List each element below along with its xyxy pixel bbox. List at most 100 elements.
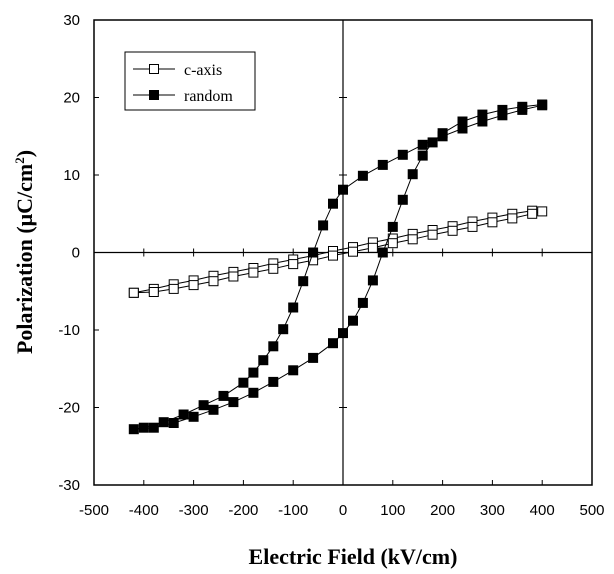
- series-layer: [128, 99, 548, 435]
- series-random: [128, 99, 548, 435]
- x-tick-label: -200: [228, 502, 258, 519]
- data-point: [198, 400, 209, 411]
- data-point: [377, 247, 388, 258]
- data-point: [407, 234, 418, 245]
- data-point: [517, 101, 528, 112]
- data-point: [387, 221, 398, 232]
- y-axis-title-close: ): [12, 150, 37, 157]
- data-point: [328, 198, 338, 209]
- data-point: [148, 287, 159, 297]
- data-point: [268, 341, 279, 352]
- data-point: [397, 149, 408, 160]
- data-point: [427, 229, 438, 240]
- y-tick-label: -10: [58, 322, 80, 339]
- x-tick-label: 300: [480, 502, 505, 519]
- legend-label-random: random: [184, 88, 233, 105]
- data-point: [357, 170, 368, 181]
- data-point: [407, 169, 418, 180]
- data-point: [158, 417, 169, 428]
- data-point: [387, 238, 398, 249]
- data-point: [537, 206, 548, 217]
- y-tick-label: 20: [63, 90, 80, 107]
- data-point: [128, 287, 139, 298]
- data-point: [288, 259, 299, 270]
- series-c-axis: [128, 205, 548, 298]
- data-point: [208, 276, 219, 287]
- data-point: [417, 139, 428, 150]
- data-point: [427, 137, 438, 148]
- data-point: [357, 297, 368, 308]
- data-point: [148, 422, 159, 433]
- data-point: [248, 367, 259, 378]
- data-point: [288, 365, 299, 376]
- data-point: [188, 280, 199, 291]
- data-point: [298, 276, 309, 287]
- data-point: [228, 397, 239, 408]
- data-point: [348, 246, 358, 257]
- x-tick-label: 100: [380, 502, 405, 519]
- legend-box: [124, 51, 256, 111]
- data-point: [168, 283, 179, 294]
- data-point: [497, 104, 508, 115]
- y-axis-title-main: Polarization (μC/cm: [12, 164, 37, 354]
- data-point: [248, 267, 259, 278]
- data-point: [228, 271, 239, 282]
- legend: c-axis random: [124, 51, 256, 111]
- data-point: [437, 128, 448, 139]
- data-point: [138, 422, 149, 433]
- data-point: [208, 404, 219, 415]
- data-point: [128, 424, 139, 435]
- x-tick-label: -400: [129, 502, 159, 519]
- data-point: [338, 328, 348, 339]
- data-point: [188, 411, 199, 422]
- data-point: [467, 221, 478, 232]
- y-axis-title: Polarization (μC/cm2): [12, 150, 37, 354]
- data-point: [168, 418, 179, 428]
- x-tick-label: 200: [430, 502, 455, 519]
- data-point: [248, 387, 259, 398]
- data-point: [258, 355, 269, 366]
- data-point: [268, 376, 279, 387]
- data-point: [328, 250, 338, 261]
- y-tick-label: -20: [58, 400, 80, 417]
- data-point: [318, 220, 329, 231]
- data-point: [397, 194, 408, 205]
- data-point: [218, 390, 229, 401]
- x-tick-label: 500: [579, 502, 604, 519]
- axes: -500 -400 -300 -200 -100 0 100 200 300 400 500-30-…: [58, 12, 604, 519]
- x-tick-label: 400: [530, 502, 555, 519]
- data-point: [178, 409, 189, 420]
- data-point: [278, 324, 289, 335]
- x-tick-label: -100: [278, 502, 308, 519]
- data-point: [367, 275, 378, 286]
- data-point: [367, 242, 378, 253]
- data-point: [377, 159, 388, 170]
- legend-marker-c-axis: [149, 64, 159, 74]
- data-point: [328, 338, 338, 349]
- data-point: [348, 315, 358, 326]
- data-point: [288, 302, 299, 313]
- x-tick-label: -500: [79, 502, 109, 519]
- data-point: [447, 225, 458, 236]
- data-point: [238, 377, 249, 388]
- y-tick-label: 30: [63, 12, 80, 29]
- y-tick-label: -30: [58, 477, 80, 494]
- data-point: [537, 99, 548, 110]
- data-point: [308, 247, 319, 258]
- data-point: [477, 109, 488, 120]
- data-point: [457, 116, 468, 127]
- legend-marker-random: [149, 90, 159, 100]
- data-point: [487, 217, 498, 228]
- data-point: [417, 150, 428, 161]
- data-point: [308, 352, 319, 363]
- data-point: [338, 184, 348, 195]
- y-tick-label: 0: [72, 245, 80, 262]
- x-tick-label: 0: [339, 502, 347, 519]
- x-tick-label: -300: [179, 502, 209, 519]
- legend-label-c-axis: c-axis: [184, 62, 222, 79]
- data-point: [268, 263, 279, 274]
- y-axis-title-sup: 2: [12, 157, 27, 164]
- data-point: [507, 213, 518, 224]
- data-point: [527, 208, 538, 219]
